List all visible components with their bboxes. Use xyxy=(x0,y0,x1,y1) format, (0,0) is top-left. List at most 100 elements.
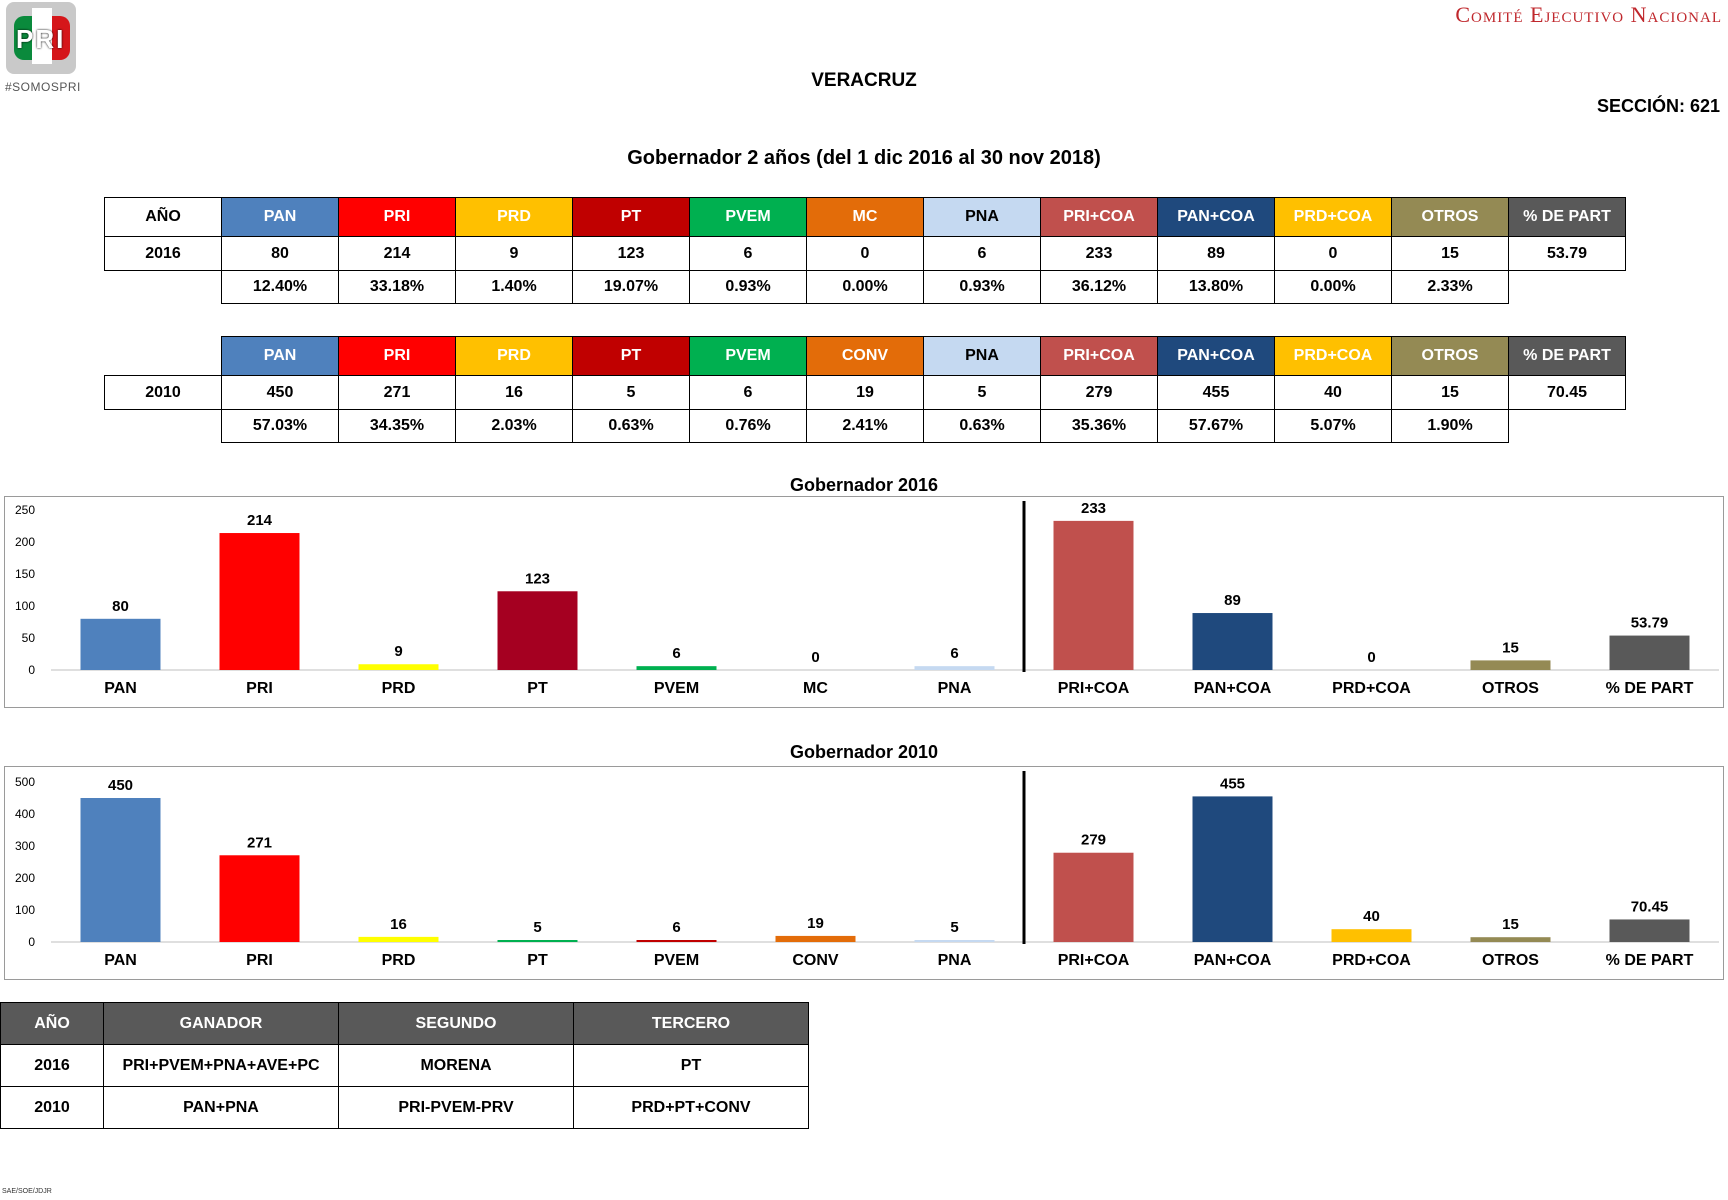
winners-header-year: AÑO xyxy=(0,1002,104,1045)
party-header: PRI+COA xyxy=(1040,197,1158,237)
results-table-2016: AÑO PAN PRI PRD PT PVEM MC PNA PRI+COA PAN+COA PR… xyxy=(104,197,1626,304)
data-label: 15 xyxy=(1502,916,1519,933)
category-label: PVEM xyxy=(654,680,699,697)
party-header: PVEM xyxy=(689,336,807,376)
winners-segundo: PRI-PVEM-PRV xyxy=(338,1086,574,1129)
data-label: 0 xyxy=(1367,649,1375,666)
category-label: PVEM xyxy=(654,952,699,969)
data-label: 450 xyxy=(108,777,133,794)
party-header: PRI xyxy=(338,197,456,237)
category-label: PAN xyxy=(104,680,137,697)
party-header: PRI+COA xyxy=(1040,336,1158,376)
bar-chart-2010: 0 100 200 300 400 500 450 PAN 271 PRI 16 PRD 5 PT 6 PVE… xyxy=(15,771,1719,969)
party-header: PT xyxy=(572,197,690,237)
percent-cell: 34.35% xyxy=(338,409,456,443)
winners-tercero: PRD+PT+CONV xyxy=(573,1086,809,1129)
party-header: PVEM xyxy=(689,197,807,237)
votes-cell: 271 xyxy=(338,375,456,410)
percent-cell: 0.76% xyxy=(689,409,807,443)
category-label: OTROS xyxy=(1482,680,1539,697)
winners-segundo: MORENA xyxy=(338,1044,574,1087)
bar xyxy=(636,940,717,942)
percent-cell: 57.67% xyxy=(1157,409,1275,443)
votes-cell: 0 xyxy=(806,236,924,271)
data-label: 5 xyxy=(533,919,541,936)
category-label: % DE PART xyxy=(1606,952,1694,969)
party-header: PNA xyxy=(923,336,1041,376)
percent-cell: 2.41% xyxy=(806,409,924,443)
category-label: PRD xyxy=(382,952,416,969)
empty-cell xyxy=(105,410,222,443)
winners-year: 2016 xyxy=(0,1044,104,1087)
chart-frame-2010: 0 100 200 300 400 500 450 PAN 271 PRI 16 PRD 5 PT 6 PVE… xyxy=(4,766,1724,980)
category-label: PAN+COA xyxy=(1194,680,1272,697)
bar xyxy=(358,936,439,942)
category-label: PRD xyxy=(382,680,416,697)
category-label: PT xyxy=(527,680,548,697)
data-label: 214 xyxy=(247,512,273,529)
votes-cell: 89 xyxy=(1157,236,1275,271)
percent-cell: 0.00% xyxy=(1274,270,1392,304)
bar xyxy=(1470,937,1551,942)
data-label: 16 xyxy=(390,916,407,933)
percent-cell: 0.93% xyxy=(689,270,807,304)
votes-cell: 450 xyxy=(221,375,339,410)
bar xyxy=(219,855,300,942)
percent-cell: 12.40% xyxy=(221,270,339,304)
votes-cell: 0 xyxy=(1274,236,1392,271)
winners-header-second: SEGUNDO xyxy=(338,1002,574,1045)
data-label: 271 xyxy=(247,834,272,851)
category-label: PRD+COA xyxy=(1332,952,1411,969)
percent-cell: 5.07% xyxy=(1274,409,1392,443)
y-tick-label: 150 xyxy=(15,567,35,581)
percent-cell: 13.80% xyxy=(1157,270,1275,304)
data-label: 80 xyxy=(112,598,129,615)
winners-header-winner: GANADOR xyxy=(103,1002,339,1045)
votes-cell: 5 xyxy=(572,375,690,410)
y-tick-label: 100 xyxy=(15,903,35,917)
chart-title-2010: Gobernador 2010 xyxy=(789,742,939,762)
party-header: % DE PART xyxy=(1508,336,1626,376)
votes-cell: 15 xyxy=(1391,236,1509,271)
y-tick-label: 200 xyxy=(15,871,35,885)
category-label: PRI+COA xyxy=(1058,680,1130,697)
year-cell: 2016 xyxy=(104,236,222,271)
percent-cell: 1.40% xyxy=(455,270,573,304)
data-label: 6 xyxy=(672,645,680,662)
party-header: PAN+COA xyxy=(1157,336,1275,376)
bar xyxy=(1609,919,1690,942)
year-header: AÑO xyxy=(104,197,222,237)
footer-code: SAE/SOE/JDJR xyxy=(2,1188,52,1195)
bar xyxy=(80,798,161,942)
bar xyxy=(1331,929,1412,942)
data-label: 279 xyxy=(1081,832,1106,849)
party-header: PRD xyxy=(455,197,573,237)
bar xyxy=(1053,852,1134,942)
party-header: PRD+COA xyxy=(1274,336,1392,376)
category-label: PRD+COA xyxy=(1332,680,1411,697)
percent-cell: 0.93% xyxy=(923,270,1041,304)
data-label: 6 xyxy=(950,645,958,662)
y-tick-label: 300 xyxy=(15,839,35,853)
percent-cell: 57.03% xyxy=(221,409,339,443)
bar xyxy=(775,935,856,942)
bar xyxy=(1609,635,1690,670)
data-label: 5 xyxy=(950,919,958,936)
votes-cell: 6 xyxy=(923,236,1041,271)
y-tick-label: 0 xyxy=(28,663,35,677)
bar xyxy=(914,666,995,670)
party-header: PRD+COA xyxy=(1274,197,1392,237)
category-label: PAN xyxy=(104,952,137,969)
category-label: OTROS xyxy=(1482,952,1539,969)
winners-header-third: TERCERO xyxy=(573,1002,809,1045)
bar xyxy=(358,664,439,670)
data-label: 9 xyxy=(394,643,402,660)
bar xyxy=(497,591,578,670)
bar xyxy=(636,666,717,670)
data-label: 123 xyxy=(525,570,550,587)
category-label: PRI xyxy=(246,952,273,969)
category-label: % DE PART xyxy=(1606,680,1694,697)
empty-cell xyxy=(105,337,222,376)
votes-cell: 455 xyxy=(1157,375,1275,410)
votes-cell: 53.79 xyxy=(1508,236,1626,271)
